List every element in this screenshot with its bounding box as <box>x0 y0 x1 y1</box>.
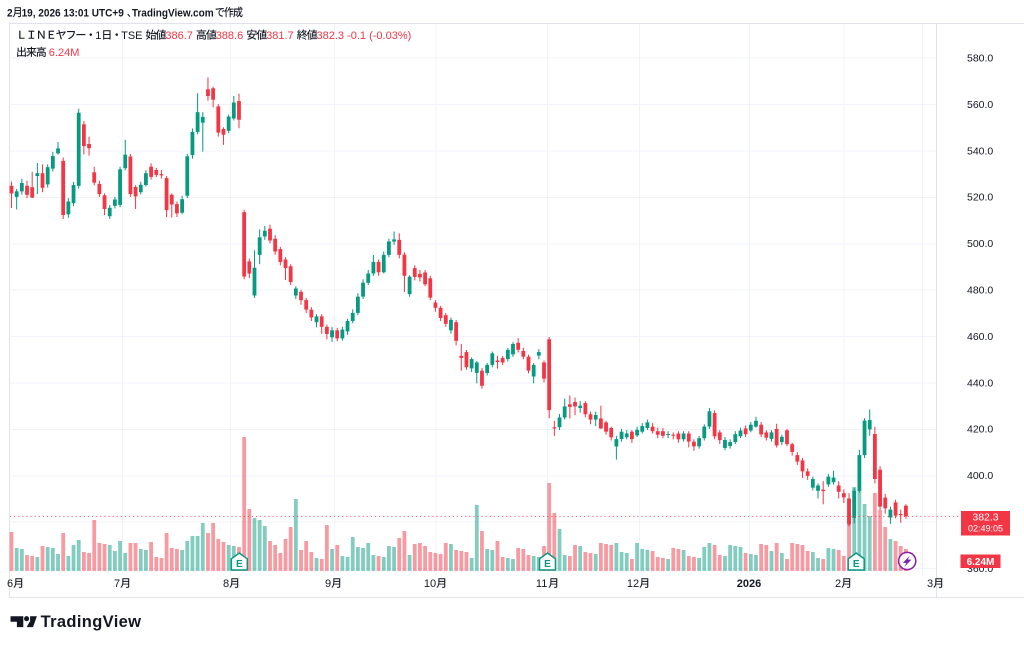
svg-text:7: 7 <box>114 578 120 590</box>
svg-text:420.0: 420.0 <box>967 424 993 436</box>
svg-text:388.6: 388.6 <box>216 30 244 42</box>
svg-text:520.0: 520.0 <box>967 192 993 204</box>
svg-text:1: 1 <box>95 30 101 42</box>
svg-text:500.0: 500.0 <box>967 238 993 250</box>
svg-text:580.0: 580.0 <box>967 53 993 65</box>
svg-text:12: 12 <box>627 578 639 590</box>
svg-text:6.24M: 6.24M <box>967 557 995 568</box>
svg-text:400.0: 400.0 <box>967 470 993 482</box>
svg-text:E: E <box>853 559 860 570</box>
svg-text:E: E <box>544 559 551 570</box>
svg-text:440.0: 440.0 <box>967 377 993 389</box>
svg-text:381.7: 381.7 <box>266 30 294 42</box>
svg-text:382.3: 382.3 <box>972 512 998 524</box>
svg-text:-0.1 (-0.03%): -0.1 (-0.03%) <box>347 30 411 42</box>
svg-text:382.3: 382.3 <box>317 30 345 42</box>
svg-text:TradingView: TradingView <box>41 613 142 631</box>
svg-text:19, 2026 13:01 UTC+9: 19, 2026 13:01 UTC+9 <box>22 7 124 20</box>
svg-text:6.24M: 6.24M <box>49 47 80 59</box>
svg-text:11: 11 <box>536 578 547 590</box>
svg-text:2: 2 <box>7 7 13 20</box>
svg-text:2026: 2026 <box>737 578 761 590</box>
svg-text:02:49:05: 02:49:05 <box>968 524 1003 534</box>
svg-text:2: 2 <box>835 578 841 590</box>
svg-text:3: 3 <box>927 578 933 590</box>
svg-text:TSE: TSE <box>121 30 142 42</box>
svg-text:E: E <box>236 559 243 570</box>
svg-text:560.0: 560.0 <box>967 99 993 111</box>
svg-text:540.0: 540.0 <box>967 145 993 157</box>
svg-text:386.7: 386.7 <box>165 30 193 42</box>
svg-text:460.0: 460.0 <box>967 331 993 343</box>
svg-text:6: 6 <box>7 578 13 590</box>
svg-text:10: 10 <box>424 578 436 590</box>
svg-text:480.0: 480.0 <box>967 285 993 297</box>
svg-text:8: 8 <box>223 578 229 590</box>
svg-text:TradingView.com: TradingView.com <box>132 7 214 20</box>
svg-text:9: 9 <box>325 578 331 590</box>
